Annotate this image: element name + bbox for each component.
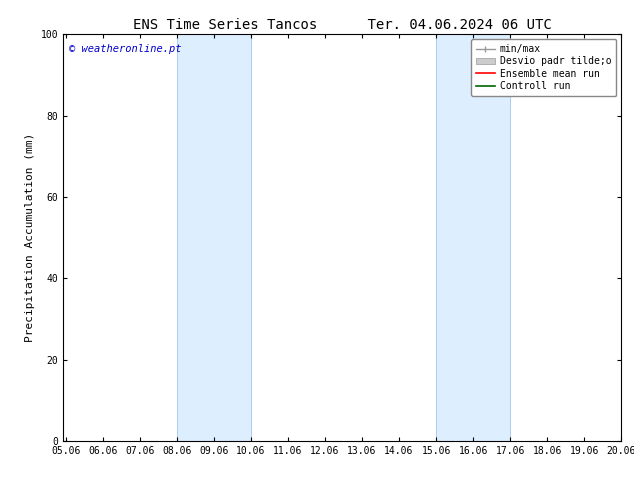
Y-axis label: Precipitation Accumulation (mm): Precipitation Accumulation (mm) (25, 133, 36, 343)
Text: © weatheronline.pt: © weatheronline.pt (69, 45, 181, 54)
Bar (436, 34, 510, 441)
Legend: min/max, Desvio padr tilde;o, Ensemble mean run, Controll run: min/max, Desvio padr tilde;o, Ensemble m… (471, 39, 616, 96)
Bar (177, 34, 251, 441)
Title: ENS Time Series Tancos      Ter. 04.06.2024 06 UTC: ENS Time Series Tancos Ter. 04.06.2024 0… (133, 18, 552, 32)
